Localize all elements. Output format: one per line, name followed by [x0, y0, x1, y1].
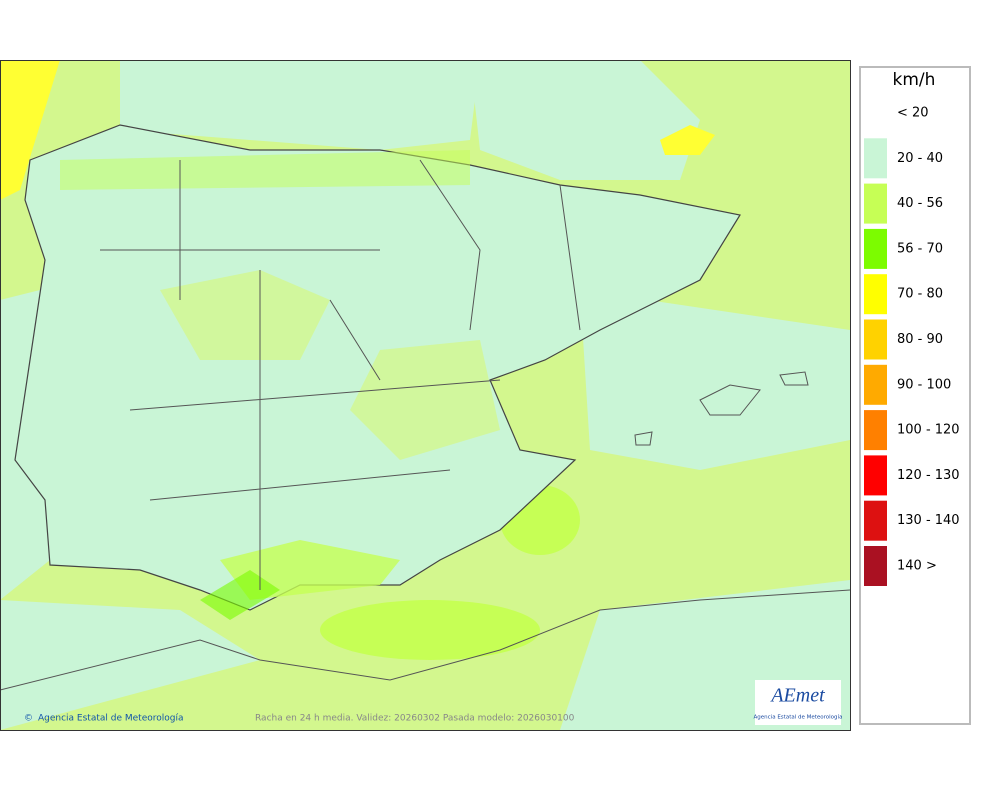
legend-label: 20 - 40: [897, 151, 943, 166]
legend-swatch: [864, 364, 887, 405]
legend-label: 40 - 56: [897, 196, 943, 211]
legend-label: 90 - 100: [897, 377, 951, 392]
legend-swatch: [864, 500, 887, 541]
legend-swatch: [864, 410, 887, 451]
legend-label: 100 - 120: [897, 423, 960, 438]
caption: Racha en 24 h media. Validez: 20260302 P…: [255, 714, 575, 724]
logo-box: [755, 680, 841, 725]
legend-label: 56 - 70: [897, 241, 943, 256]
legend-swatch: [864, 274, 887, 315]
logo-subtitle: Agencia Estatal de Meteorología: [754, 714, 843, 721]
legend-label: < 20: [897, 106, 929, 121]
legend-swatch: [864, 455, 887, 496]
legend-swatch: [864, 183, 887, 224]
copyright: ©: [24, 714, 33, 724]
legend-label: 120 - 130: [897, 468, 960, 483]
legend-label: 70 - 80: [897, 287, 943, 302]
logo: AEmet: [769, 685, 825, 707]
credit: Agencia Estatal de Meteorología: [38, 714, 184, 724]
legend-label: 130 - 140: [897, 513, 960, 528]
legend-swatch: [864, 319, 887, 360]
map: [0, 60, 850, 730]
legend-title: km/h: [893, 70, 936, 90]
legend-swatch: [864, 228, 887, 269]
legend-label: 140 >: [897, 559, 937, 574]
legend-swatch: [864, 546, 887, 586]
legend-swatch: [864, 138, 887, 179]
legend-label: 80 - 90: [897, 332, 943, 347]
